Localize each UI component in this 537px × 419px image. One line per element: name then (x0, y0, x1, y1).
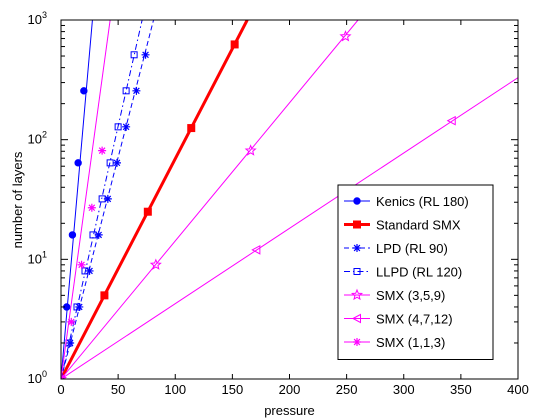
y-tick-base: 10 (28, 371, 42, 386)
data-point (100, 291, 109, 300)
data-point (94, 230, 103, 239)
data-point (244, 144, 257, 156)
legend-label: SMX (4,7,12) (376, 312, 453, 327)
x-tick-label: 200 (279, 382, 301, 397)
data-point (122, 122, 131, 131)
data-point (98, 195, 106, 203)
x-tick-label: 150 (222, 382, 244, 397)
series-layer (61, 20, 518, 379)
series-line (61, 20, 93, 379)
legend-entry: SMX (1,1,3) (344, 335, 445, 350)
legend-marker (353, 268, 361, 275)
legend-label: SMX (3,5,9) (376, 288, 445, 303)
series-line (61, 20, 143, 379)
data-point (339, 30, 352, 42)
x-tick-label: 50 (111, 382, 125, 397)
legend-entry: Standard SMX (344, 218, 461, 233)
data-point (130, 51, 138, 59)
legend-marker (350, 288, 364, 301)
y-tick-exponent: 2 (42, 130, 47, 140)
data-point (141, 50, 150, 59)
x-tick-label: 350 (450, 382, 472, 397)
series-line (61, 20, 249, 379)
data-point (77, 260, 86, 269)
y-tick-exponent: 1 (42, 249, 47, 259)
data-point (143, 207, 152, 216)
x-tick-label: 300 (393, 382, 415, 397)
data-point (85, 266, 94, 275)
data-point (81, 267, 89, 275)
series (61, 20, 111, 379)
y-tick-base: 10 (28, 132, 42, 147)
y-tick-label: 101 (28, 249, 47, 266)
data-point (230, 40, 239, 49)
legend-entry: SMX (4,7,12) (344, 312, 453, 327)
y-tick-exponent: 0 (42, 369, 47, 379)
legend-marker (351, 313, 361, 324)
legend-entry: LPD (RL 90) (344, 241, 448, 256)
data-point (98, 146, 107, 155)
series (61, 20, 155, 379)
x-tick-label: 400 (507, 382, 529, 397)
data-point (87, 203, 96, 212)
x-axis-label: pressure (264, 403, 315, 418)
legend-box (337, 184, 494, 360)
data-point (80, 87, 88, 95)
legend: Kenics (RL 180) Standard SMX LPD (RL 90) LL… (337, 184, 494, 360)
legend-label: Kenics (RL 180) (376, 194, 469, 209)
y-tick-base: 10 (28, 12, 42, 27)
legend-entry: LLPD (RL 120) (344, 265, 462, 280)
legend-label: Standard SMX (376, 218, 461, 233)
data-point (67, 317, 76, 326)
y-tick-base: 10 (28, 251, 42, 266)
data-point (112, 158, 121, 167)
data-point (66, 338, 75, 347)
series-line (61, 77, 518, 379)
series-line (61, 20, 111, 379)
series (61, 77, 518, 379)
x-tick-label: 0 (57, 382, 64, 397)
legend-marker (353, 338, 361, 346)
data-point (74, 159, 82, 167)
data-point (132, 86, 141, 95)
legend-label: SMX (1,1,3) (376, 335, 445, 350)
legend-label: LPD (RL 90) (376, 241, 448, 256)
series (61, 20, 359, 379)
legend-entry: SMX (3,5,9) (344, 288, 445, 303)
data-point (149, 258, 162, 270)
y-axis-label: number of layers (10, 151, 25, 248)
x-tick-label: 100 (164, 382, 186, 397)
series (61, 20, 143, 379)
series (61, 20, 249, 379)
legend-marker (353, 244, 361, 252)
legend-marker (353, 220, 361, 229)
data-point (251, 245, 261, 255)
x-tick-label: 250 (336, 382, 358, 397)
x-axis: 0 50 100 150 200 250 300 350 400 (57, 20, 529, 397)
legend-marker (353, 197, 361, 205)
data-point (114, 123, 122, 131)
data-point (122, 87, 130, 95)
y-tick-exponent: 3 (42, 10, 47, 20)
legend-label: LLPD (RL 120) (376, 265, 462, 280)
series (61, 20, 93, 379)
data-point (73, 303, 81, 311)
legend-entry: Kenics (RL 180) (344, 194, 469, 209)
y-tick-label: 103 (28, 10, 47, 27)
y-tick-label: 102 (28, 130, 47, 147)
data-point (75, 302, 84, 311)
series-line (61, 20, 359, 379)
data-point (68, 231, 77, 239)
y-tick-label: 100 (28, 369, 47, 386)
data-point (89, 231, 97, 239)
data-point (187, 124, 196, 133)
data-point (103, 194, 112, 203)
data-point (106, 159, 114, 167)
data-point (446, 115, 456, 126)
